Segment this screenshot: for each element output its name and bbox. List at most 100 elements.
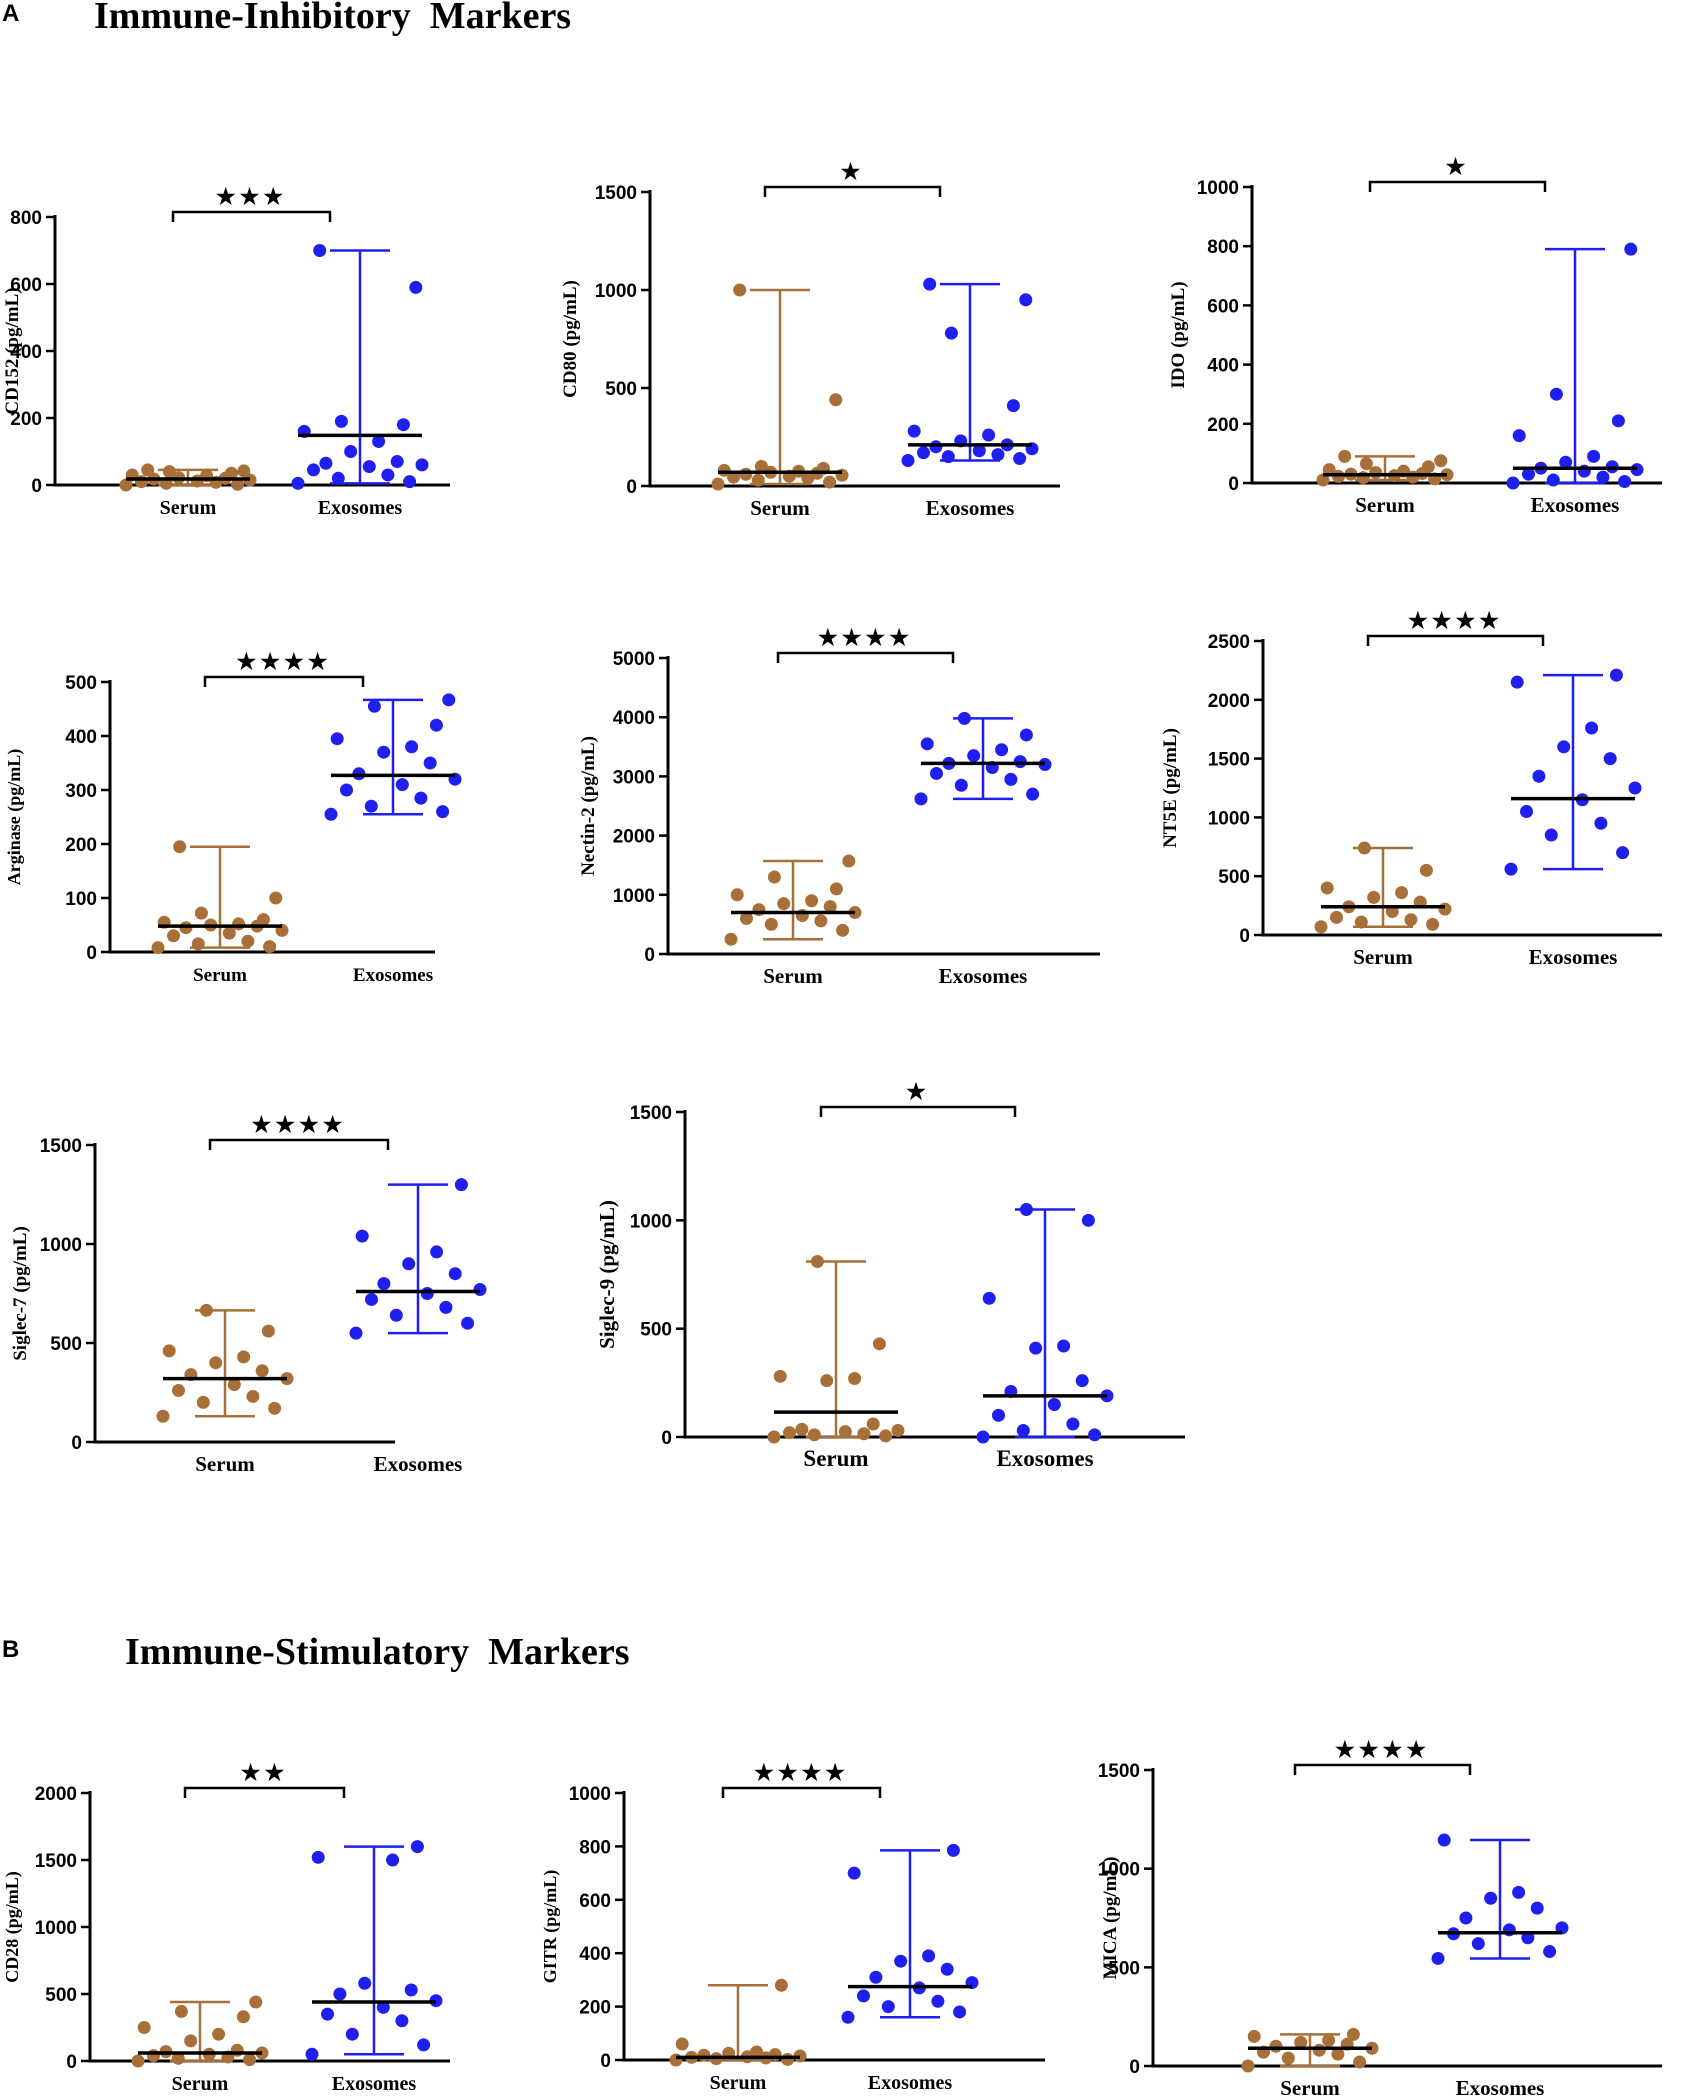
data-point-exosomes	[901, 454, 915, 468]
y-tick-label: 200	[1207, 415, 1239, 436]
significance-stars: ★	[841, 159, 865, 184]
x-category-label: Serum	[193, 965, 247, 986]
data-point-serum	[820, 1374, 834, 1388]
significance-bracket	[763, 185, 942, 197]
data-point-exosomes	[1628, 781, 1642, 795]
data-point-serum	[783, 1426, 796, 1440]
data-point-serum	[243, 2053, 257, 2067]
data-point-exosomes	[365, 1292, 378, 1306]
data-point-exosomes	[1618, 475, 1632, 489]
y-axis-label: IDO (pg/mL)	[1168, 281, 1189, 388]
data-point-serum	[1438, 902, 1452, 916]
data-point-serum	[1330, 910, 1343, 924]
data-point-serum	[1395, 886, 1409, 900]
significance-bracket	[1293, 1763, 1472, 1775]
data-point-exosomes	[1075, 1374, 1089, 1388]
data-point-exosomes	[331, 471, 345, 485]
data-point-serum	[1247, 2029, 1261, 2043]
data-point-exosomes	[395, 778, 409, 792]
data-point-exosomes	[1594, 816, 1608, 830]
data-point-exosomes	[324, 807, 338, 821]
y-axis-label: Siglec-9 (pg/mL)	[595, 1200, 619, 1349]
data-point-serum	[1421, 460, 1435, 474]
data-point-serum	[162, 465, 176, 479]
data-point-exosomes	[953, 2005, 967, 2019]
y-tick-label: 1000	[1098, 1860, 1140, 1881]
data-point-serum	[1314, 920, 1328, 934]
chart-arginase: 0 100 200 300 400 500 Arginase (pg/mL) Serum Exo…	[4, 649, 462, 986]
data-point-exosomes	[442, 693, 456, 707]
significance-stars: ★★★	[216, 184, 287, 209]
data-point-serum	[236, 2010, 250, 2024]
data-point-exosomes	[423, 756, 437, 770]
data-point-exosomes	[430, 1245, 444, 1259]
data-point-serum	[227, 1378, 241, 1392]
y-tick-label: 600	[10, 275, 42, 296]
data-point-exosomes	[914, 792, 928, 806]
significance-stars: ★	[906, 1079, 930, 1104]
data-point-serum	[754, 459, 768, 473]
y-axis-label: Arginase (pg/mL)	[4, 749, 25, 886]
data-point-serum	[768, 2048, 782, 2062]
data-point-serum	[777, 897, 791, 911]
data-point-serum	[1331, 2047, 1345, 2061]
data-point-exosomes	[847, 1866, 861, 1880]
data-point-exosomes	[857, 1989, 870, 2003]
data-point-exosomes	[313, 244, 327, 257]
data-point-serum	[196, 1395, 210, 1409]
y-tick-label: 600	[1207, 296, 1239, 317]
y-tick-label: 400	[579, 1944, 611, 1965]
data-point-exosomes	[403, 475, 417, 489]
y-axis-label: Siglec-7 (pg/mL)	[10, 1226, 31, 1361]
significance-bracket	[208, 1138, 390, 1150]
data-point-exosomes	[377, 745, 391, 759]
data-point-serum	[872, 1337, 886, 1351]
data-point-exosomes	[414, 791, 428, 805]
significance-bracket	[721, 1786, 882, 1798]
data-point-exosomes	[869, 1970, 883, 1984]
data-point-exosomes	[439, 1300, 453, 1314]
chart-ido: 0 200 400 600 800 1000 IDO (pg/mL) Serum Exosome…	[1168, 154, 1662, 517]
data-point-exosomes	[358, 1976, 372, 1990]
data-point-serum	[232, 917, 246, 931]
data-point-exosomes	[1006, 399, 1020, 413]
y-tick-label: 800	[1207, 237, 1239, 258]
data-point-serum	[823, 900, 837, 914]
data-point-exosomes	[1530, 1901, 1544, 1915]
data-point-serum	[1434, 454, 1448, 468]
data-point-exosomes	[1057, 1339, 1071, 1353]
data-point-exosomes	[1603, 752, 1617, 766]
data-point-serum	[246, 1389, 260, 1403]
data-point-exosomes	[957, 711, 971, 725]
data-point-serum	[740, 911, 753, 925]
data-point-exosomes	[930, 766, 943, 780]
data-point-serum	[810, 1255, 824, 1268]
data-point-exosomes	[972, 444, 986, 458]
y-tick-label: 400	[10, 342, 42, 363]
x-category-label: Exosomes	[374, 1452, 463, 1476]
data-point-serum	[263, 940, 277, 954]
data-point-serum	[167, 929, 180, 943]
y-tick-label: 1000	[40, 1235, 82, 1256]
data-point-serum	[814, 914, 828, 928]
data-point-exosomes	[364, 799, 378, 813]
x-category-label: Exosomes	[318, 497, 403, 519]
y-tick-label: 1000	[595, 281, 637, 302]
data-point-exosomes	[330, 732, 344, 746]
chart-cd80: 0 500 1000 1500 CD80 (pg/mL) Serum Exosomes ★	[560, 159, 1060, 520]
y-axis-label: CD80 (pg/mL)	[560, 280, 581, 398]
chart-nt5e: 0 500 1000 1500 2000 2500 NT5E (pg/mL) Serum Exo…	[1160, 608, 1662, 969]
y-tick-label: 0	[644, 945, 655, 966]
data-point-exosomes	[349, 1326, 363, 1340]
data-point-serum	[141, 463, 155, 477]
y-tick-label: 3000	[613, 767, 655, 788]
y-tick-label: 100	[65, 889, 97, 910]
data-point-exosomes	[991, 448, 1005, 462]
data-point-exosomes	[1459, 1911, 1473, 1925]
significance-stars: ★★	[241, 1760, 288, 1785]
data-point-serum	[1322, 463, 1336, 477]
data-point-serum	[866, 1417, 880, 1431]
x-category-label: Exosomes	[1531, 493, 1620, 517]
data-point-exosomes	[291, 476, 305, 490]
